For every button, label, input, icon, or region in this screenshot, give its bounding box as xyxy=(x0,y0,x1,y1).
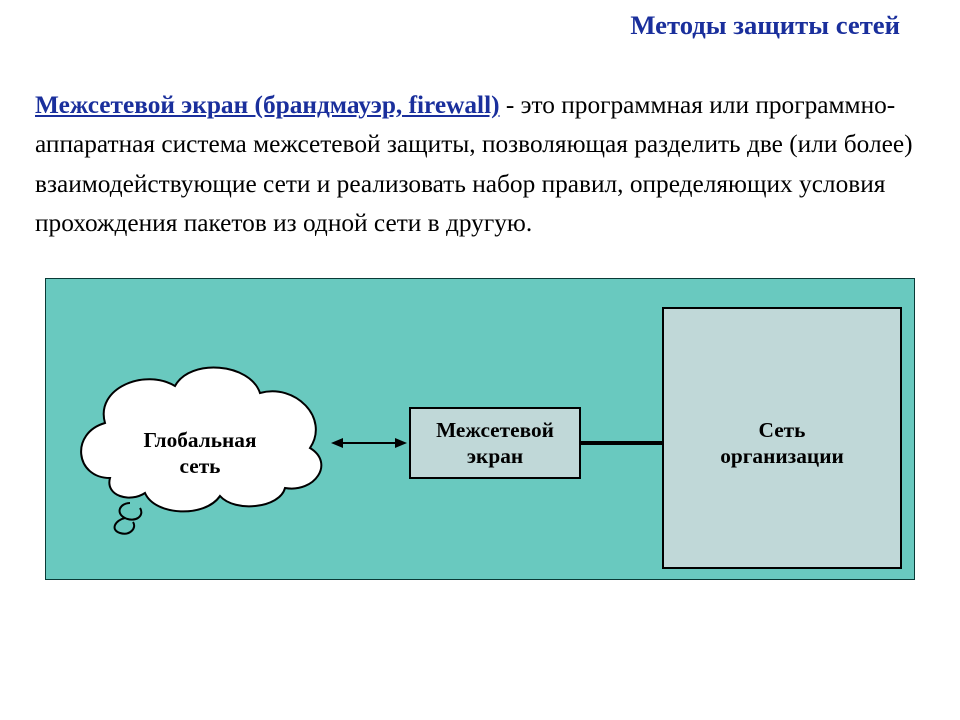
term-firewall: Межсетевой экран (брандмауэр, firewall) xyxy=(35,91,500,119)
firewall-node xyxy=(410,408,580,478)
definition-paragraph: Межсетевой экран (брандмауэр, firewall) … xyxy=(35,86,925,243)
slide-page: Методы защиты сетей Межсетевой экран (бр… xyxy=(0,0,960,720)
firewall-diagram: Глобальная сеть Межсетевой экран Сеть ор… xyxy=(45,278,915,580)
diagram-svg xyxy=(45,278,915,580)
page-title: Методы защиты сетей xyxy=(630,10,900,41)
org-network-node xyxy=(663,308,901,568)
